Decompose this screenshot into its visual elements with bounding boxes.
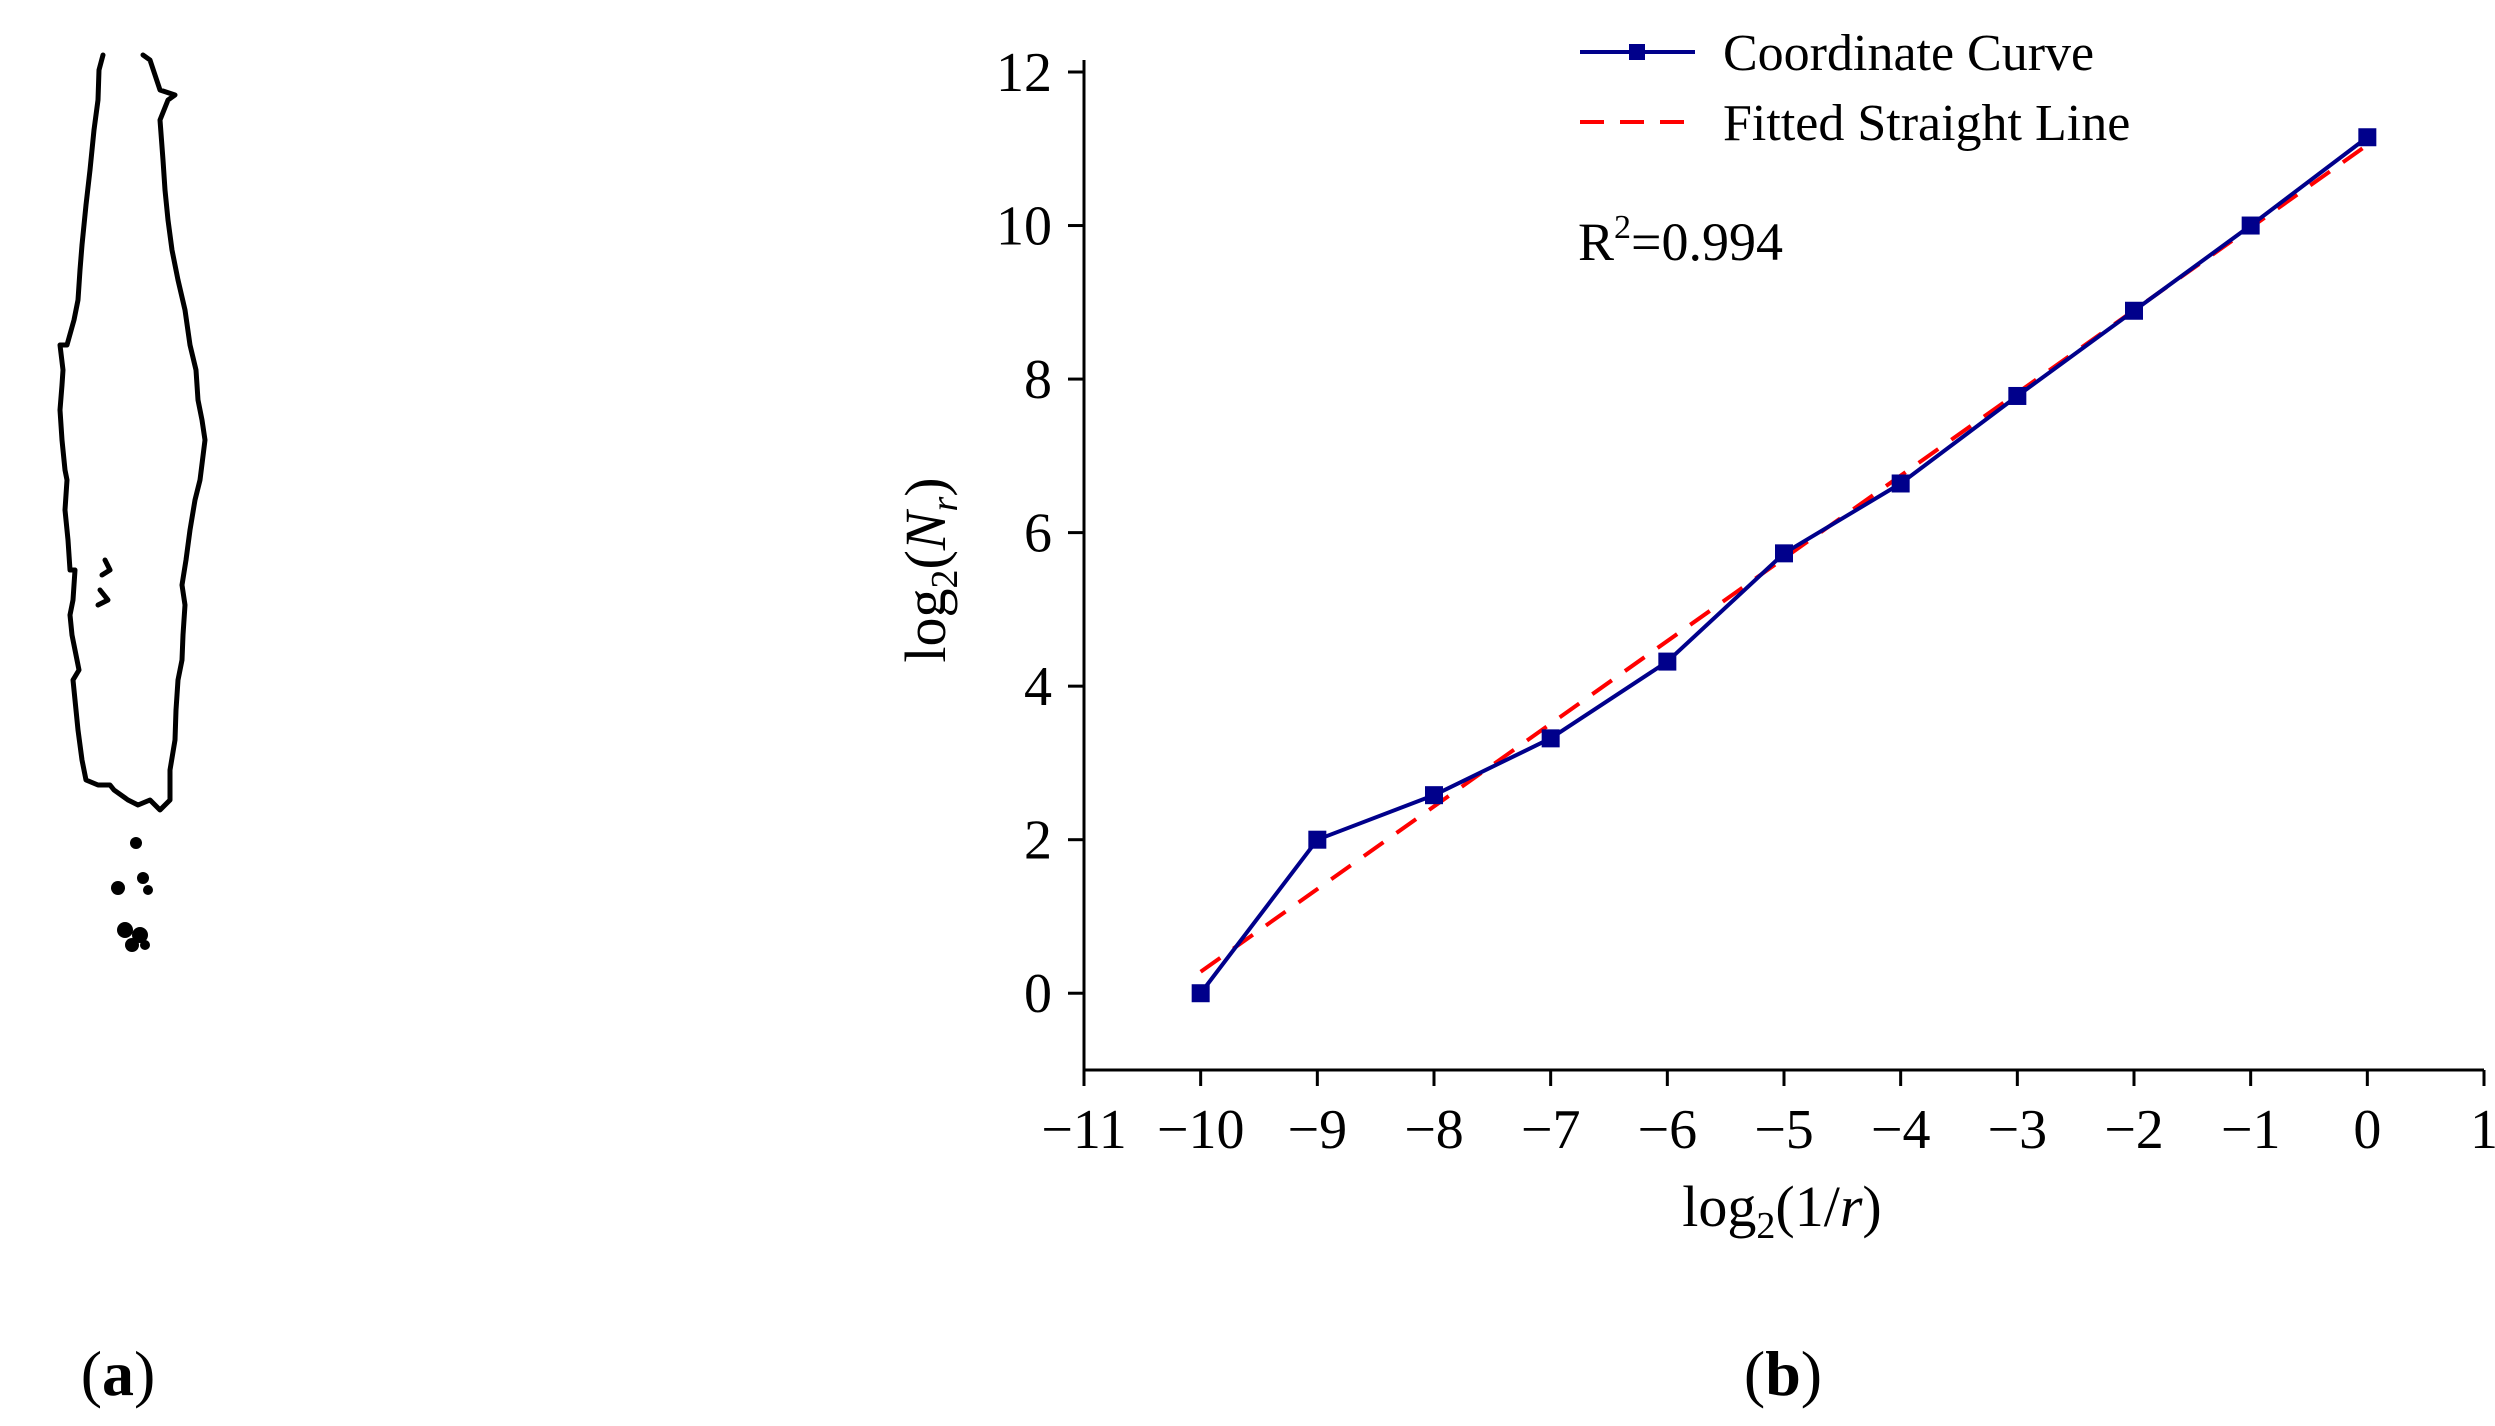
x-tick-label: −9 [1288, 1099, 1348, 1161]
contour-fragment [130, 837, 142, 849]
y-tick-label: 2 [1024, 810, 1052, 872]
x-tick-label: −2 [2104, 1099, 2164, 1161]
y-tick-label: 10 [996, 196, 1052, 258]
data-point-marker [1425, 786, 1443, 805]
contour-fragment [140, 940, 150, 950]
y-tick-label: 12 [996, 42, 1052, 104]
x-tick-label: −6 [1638, 1099, 1698, 1161]
y-tick-label: 4 [1024, 656, 1052, 718]
legend-item-fitted-line: Fitted Straight Line [1580, 95, 2130, 152]
data-point-marker [1891, 474, 1910, 493]
legend-item-coordinate-curve: Coordinate Curve [1580, 25, 2094, 82]
x-axis-ticks: −11 −10 −9 −8 −7 −6 −5 −4 −3 −2 −1 0 1 [1041, 1070, 2495, 1161]
x-tick-label: −1 [2221, 1099, 2281, 1161]
x-axis-label: log2(1/r) [1682, 1174, 1881, 1247]
contour-fragments [111, 837, 153, 952]
x-tick-label: −7 [1521, 1099, 1581, 1161]
data-point-marker [2241, 216, 2260, 235]
x-tick-label: −5 [1754, 1099, 1814, 1161]
data-point-marker [2008, 386, 2027, 405]
contour-spur [95, 587, 111, 608]
y-tick-label: 6 [1024, 503, 1052, 565]
legend: Coordinate Curve Fitted Straight Line [1580, 25, 2130, 152]
x-tick-label: 0 [2353, 1099, 2381, 1161]
y-axis-ticks: 0 2 4 6 8 10 12 [996, 42, 1084, 1025]
y-tick-label: 8 [1024, 349, 1052, 411]
data-point-marker [2125, 301, 2143, 320]
panel-a-contour-image [57, 52, 208, 813]
y-axis-label: log2(Nr) [893, 477, 966, 662]
x-tick-label: −3 [1988, 1099, 2048, 1161]
legend-square-marker [1629, 44, 1645, 60]
coordinate-curve-series [1191, 128, 2377, 1003]
data-point-marker [1775, 544, 1793, 563]
panel-b-label: (b) [1744, 1338, 1822, 1409]
data-point-marker [1658, 652, 1677, 671]
contour-fragment [125, 938, 139, 952]
shoreline-contour [57, 52, 208, 813]
x-tick-label: −10 [1157, 1099, 1245, 1161]
contour-fragment [111, 881, 125, 895]
data-point-marker [1308, 830, 1327, 849]
x-tick-label: 1 [2470, 1099, 2495, 1161]
coordinate-curve-line [1199, 135, 2369, 995]
contour-fragment [137, 872, 149, 884]
legend-label-fitted-line: Fitted Straight Line [1723, 95, 2130, 152]
panel-a-label: (a) [81, 1338, 156, 1409]
data-point-marker [1541, 729, 1560, 748]
y-tick-label: 0 [1024, 963, 1052, 1025]
x-tick-label: −8 [1404, 1099, 1464, 1161]
contour-fragment [132, 927, 148, 943]
data-point-marker [2358, 128, 2377, 147]
data-point-marker [1191, 984, 1210, 1003]
chart-axes [1082, 60, 2484, 1072]
contour-fragment [117, 922, 133, 938]
contour-fragment [143, 885, 153, 895]
x-tick-label: −4 [1871, 1099, 1931, 1161]
legend-label-coordinate-curve: Coordinate Curve [1723, 25, 2094, 82]
contour-spur [99, 557, 113, 578]
r-squared-annotation: R2=0.994 [1578, 209, 1783, 272]
x-tick-label: −11 [1041, 1099, 1127, 1161]
